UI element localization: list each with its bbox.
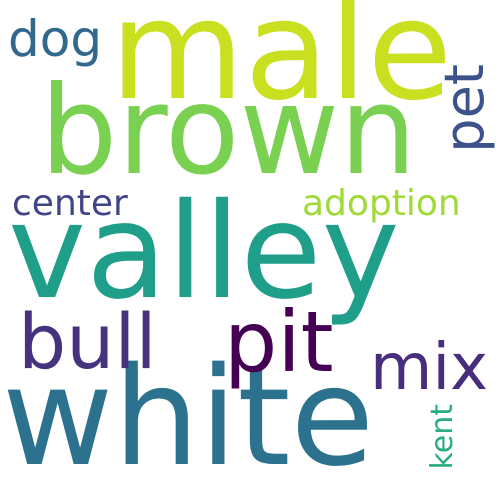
word-adoption: adoption [302, 183, 461, 224]
word-mix: mix [370, 331, 488, 405]
word-brown: brown [40, 60, 417, 202]
word-center: center [12, 183, 128, 224]
word-valley: valley [8, 175, 400, 329]
word-kent: kent [425, 404, 460, 470]
word-dog: dog [8, 10, 103, 68]
word-white: white [2, 339, 375, 497]
word-bull: bull [18, 297, 157, 386]
word-male: male [110, 0, 453, 131]
word-pit: pit [224, 293, 334, 391]
word-pet: pet [433, 64, 496, 153]
